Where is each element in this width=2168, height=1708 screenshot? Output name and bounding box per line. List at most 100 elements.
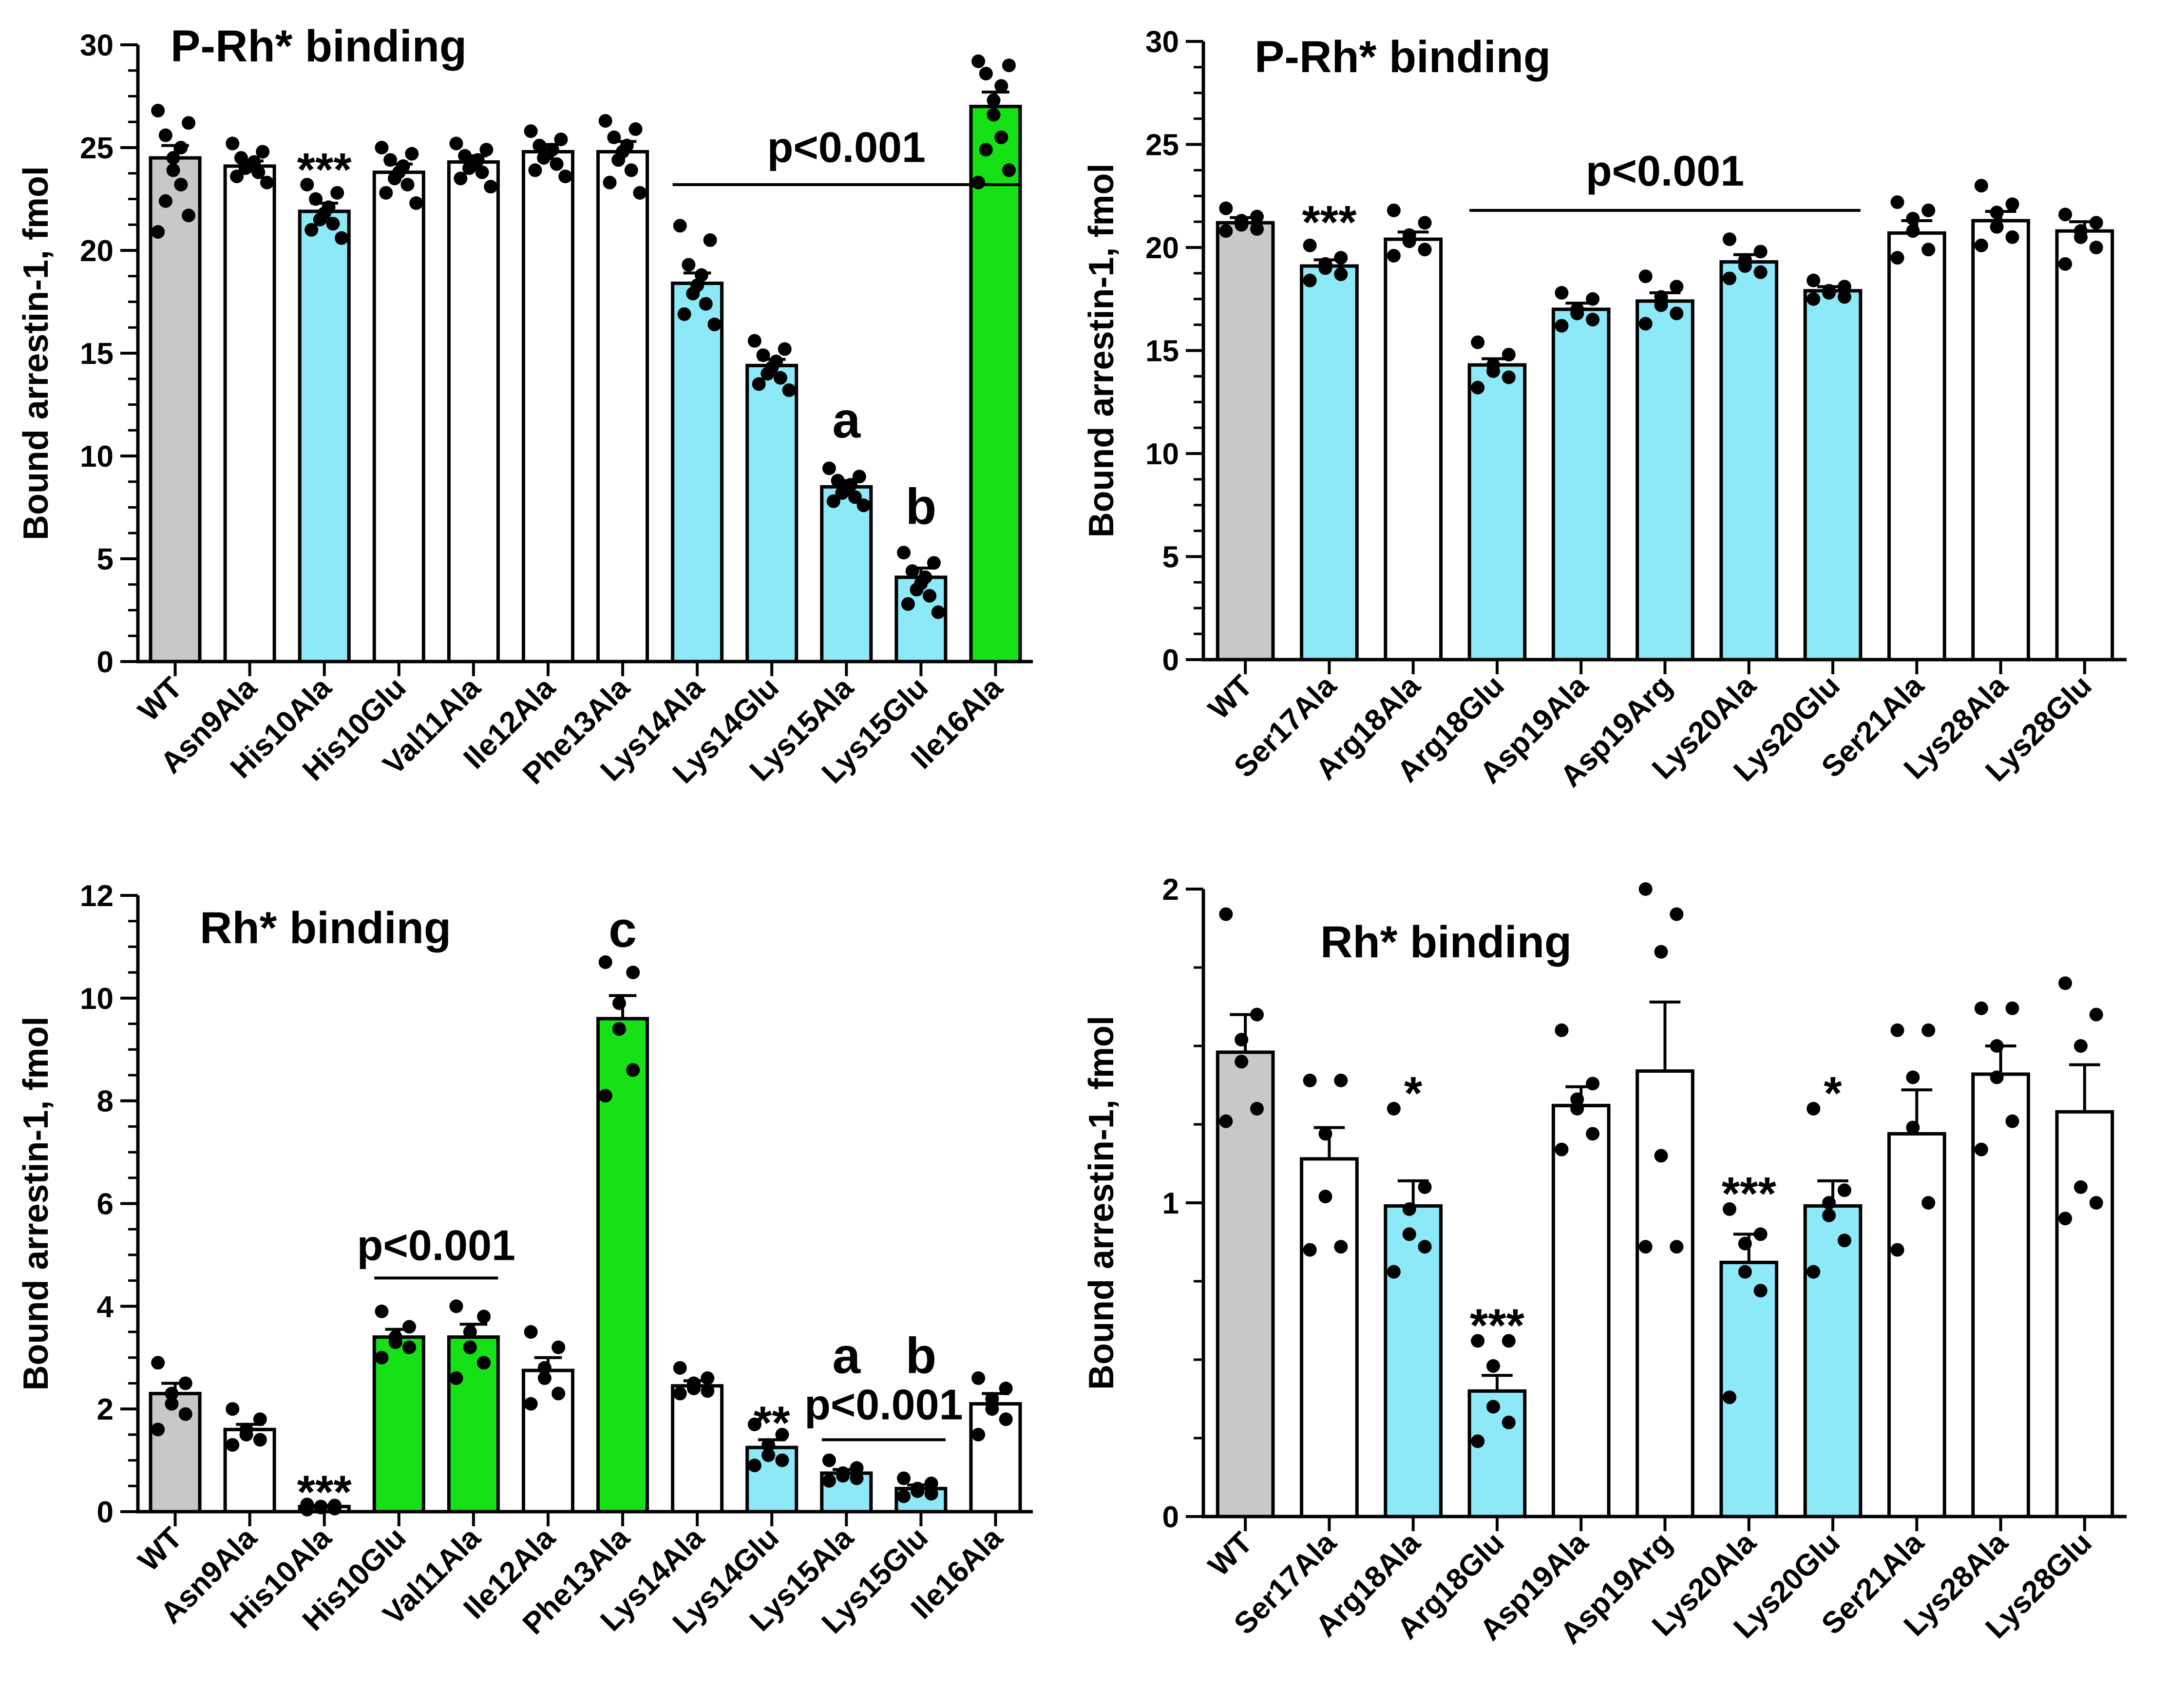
p-value-label: p<0.001	[804, 1380, 963, 1428]
data-point-Lys20Ala	[1738, 1236, 1752, 1251]
data-point-WT	[1235, 218, 1249, 232]
y-tick-label: 8	[97, 1085, 114, 1119]
data-point-Lys14Ala	[673, 219, 687, 233]
data-point-His10Ala	[330, 186, 344, 200]
data-point-Lys15Ala	[850, 1461, 864, 1475]
data-point-His10Glu	[383, 153, 398, 167]
y-tick-label: 30	[1145, 25, 1179, 59]
data-point-Asn9Ala	[234, 151, 248, 165]
data-point-WT	[158, 128, 172, 142]
data-point-Ile16Ala	[999, 1412, 1013, 1426]
significance-stars: *	[1404, 1067, 1423, 1120]
data-point-His10Glu	[379, 186, 393, 200]
data-point-Lys28Glu	[2058, 208, 2073, 222]
bar-Lys14Glu	[745, 363, 799, 664]
group-letter-label: c	[609, 901, 637, 958]
y-tick-label: 10	[80, 440, 114, 474]
data-point-WT	[151, 1423, 165, 1437]
data-point-His10Glu	[405, 147, 419, 161]
data-point-Ser17Ala	[1303, 1243, 1317, 1257]
data-point-Val11Ala	[449, 1299, 463, 1313]
significance-stars: ***	[1302, 196, 1357, 248]
bar-Asp19Arg	[1636, 299, 1694, 662]
data-point-His10Ala	[309, 192, 323, 206]
bar-Asp19Arg	[1636, 1069, 1694, 1518]
data-point-Lys28Glu	[2058, 1212, 2073, 1226]
data-point-Phe13Ala	[598, 955, 612, 969]
data-point-Lys28Glu	[2073, 230, 2088, 244]
y-axis-title: Bound arrestin-1, fmol	[1082, 1016, 1121, 1390]
data-point-Lys28Ala	[1990, 206, 2004, 220]
bar-Lys28Ala	[1971, 219, 2030, 662]
data-point-Lys28Ala	[1990, 1070, 2004, 1084]
panel-title: P-Rh* binding	[1255, 32, 1551, 82]
data-point-Ser21Ala	[1890, 251, 1904, 265]
data-point-Lys28Ala	[1974, 1001, 1988, 1015]
data-point-Arg18Ala	[1387, 1101, 1401, 1116]
data-point-WT	[174, 141, 188, 154]
data-point-WT	[1250, 1101, 1264, 1116]
y-tick-label: 0	[97, 645, 114, 679]
data-point-Ile16Ala	[999, 1382, 1013, 1395]
data-point-Lys15Glu	[927, 556, 941, 570]
bar-Lys20Glu	[1803, 1204, 1863, 1518]
data-point-Asp19Arg	[1654, 1149, 1668, 1163]
data-point-Lys14Glu	[773, 371, 787, 385]
chart-panel-4: 012WTSer17AlaArg18AlaArg18GluAsp19AlaAsp…	[1082, 873, 2127, 1651]
panel-title: Rh* binding	[1320, 917, 1572, 967]
data-point-WT	[1235, 1033, 1249, 1047]
data-point-Asp19Arg	[1670, 306, 1684, 321]
y-tick-label: 25	[80, 132, 114, 165]
data-point-Lys14Ala	[701, 1371, 715, 1385]
data-point-Ile16Ala	[971, 1427, 986, 1442]
y-tick-label: 15	[1145, 335, 1179, 368]
data-point-Lys14Ala	[694, 268, 708, 282]
data-point-Lys28Glu	[2089, 216, 2103, 230]
data-point-Lys20Ala	[1722, 1390, 1736, 1404]
data-point-Lys15Ala	[848, 490, 862, 504]
data-point-Phe13Ala	[603, 175, 617, 190]
data-point-Lys15Glu	[905, 564, 919, 578]
data-point-Lys15Ala	[822, 461, 836, 475]
data-point-WT	[165, 1397, 179, 1411]
p-value-label: p<0.001	[1586, 147, 1744, 195]
data-point-His10Glu	[375, 141, 389, 154]
data-point-Ser21Ala	[1890, 1023, 1904, 1037]
significance-stars: ***	[1470, 1300, 1525, 1352]
chart-panel-3: 024681012WTAsn9AlaHis10AlaHis10GluVal11A…	[17, 879, 1033, 1641]
data-point-His10Ala	[304, 223, 319, 237]
chart-panel-2: 051015202530WTSer17AlaArg18AlaArg18GluAs…	[1082, 25, 2127, 794]
data-point-Lys28Glu	[2073, 1180, 2088, 1194]
data-point-Ile16Ala	[979, 143, 993, 157]
significance-stars: **	[754, 1397, 790, 1449]
data-point-Asn9Ala	[256, 145, 270, 159]
data-point-Arg18Glu	[1502, 1334, 1516, 1348]
data-point-Arg18Ala	[1418, 1180, 1432, 1194]
bar-Asp19Ala	[1551, 307, 1611, 662]
data-point-Phe13Ala	[626, 966, 640, 980]
data-point-Lys14Glu	[747, 334, 761, 348]
data-point-Asp19Ala	[1570, 1101, 1584, 1116]
data-point-Asp19Ala	[1586, 292, 1600, 306]
data-point-Asn9Ala	[253, 1433, 267, 1447]
y-tick-label: 2	[97, 1393, 114, 1426]
data-point-Ile12Ala	[558, 170, 572, 184]
data-point-Ile12Ala	[537, 1371, 552, 1385]
data-point-Asn9Ala	[226, 136, 240, 151]
data-point-Lys14Ala	[686, 286, 700, 301]
y-tick-label: 4	[97, 1290, 114, 1324]
bar-Lys15Ala	[820, 485, 873, 664]
data-point-Lys14Ala	[677, 307, 691, 321]
data-point-Ile16Ala	[987, 108, 1001, 122]
significance-stars: ***	[1722, 1168, 1777, 1220]
data-point-Asp19Ala	[1555, 319, 1569, 333]
data-point-Asn9Ala	[230, 170, 244, 184]
bar-Lys20Glu	[1803, 289, 1863, 662]
data-point-Phe13Ala	[607, 130, 621, 144]
bar-His10Glu	[372, 171, 425, 664]
data-point-Lys28Ala	[2005, 230, 2019, 244]
data-point-Ile16Ala	[971, 175, 986, 190]
data-point-Lys20Ala	[1753, 265, 1768, 279]
data-point-Lys15Ala	[831, 474, 845, 488]
bar-Ser21Ala	[1887, 1132, 1946, 1518]
